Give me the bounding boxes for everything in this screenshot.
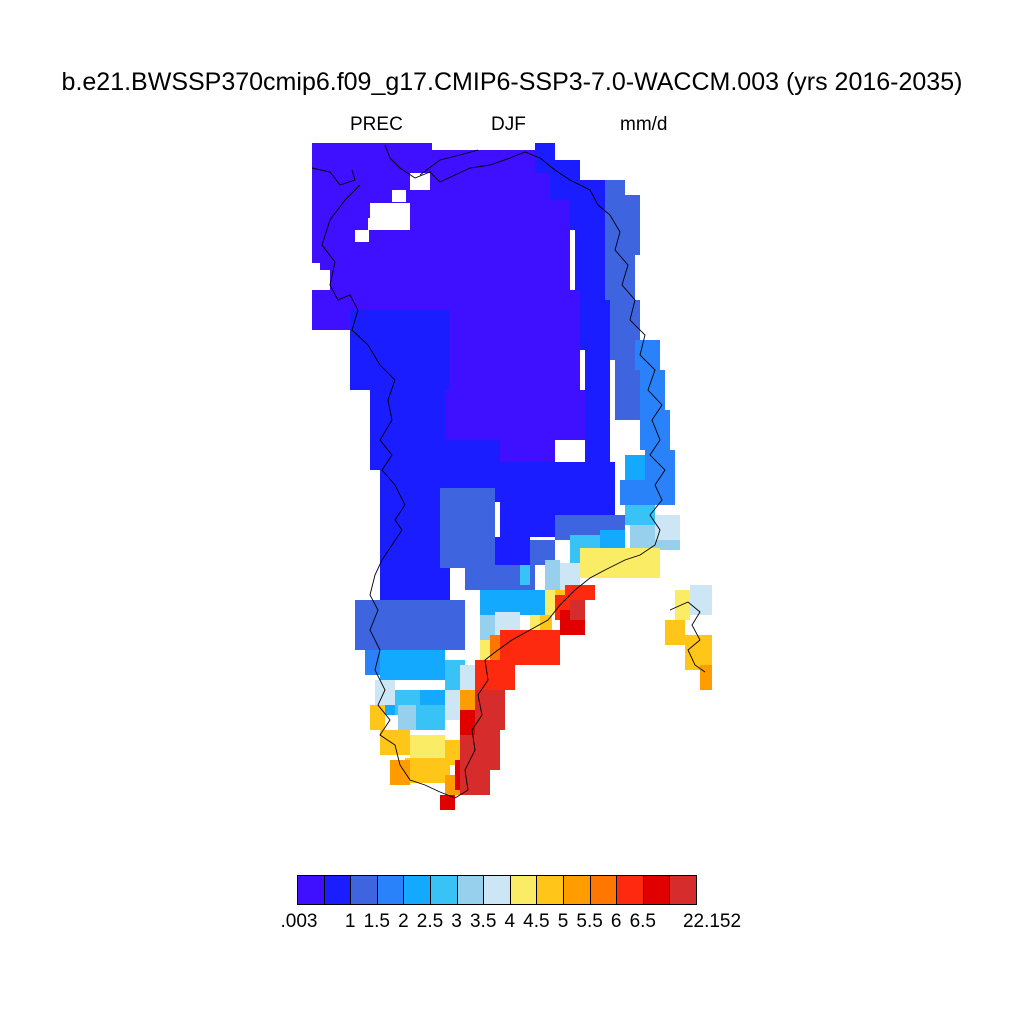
- map-cell: [405, 650, 445, 680]
- map-cell: [500, 440, 555, 462]
- units-label: mm/d: [620, 114, 668, 135]
- map-cell: [495, 462, 615, 502]
- colorbar-box: [323, 875, 352, 905]
- map-cell: [355, 600, 465, 650]
- colorbar-box: [297, 875, 325, 905]
- colorbar-box: [562, 875, 591, 905]
- map-cell: [312, 143, 432, 173]
- map-cell: [690, 585, 712, 615]
- map-cell: [440, 488, 495, 568]
- colorbar-box: [483, 875, 511, 905]
- colorbar-box: [669, 875, 697, 905]
- map-cell: [605, 240, 635, 300]
- colorbar-tick-label: 3.5: [469, 911, 497, 932]
- map-cell: [475, 660, 515, 690]
- colorbar-tick-label: 22.152: [682, 911, 742, 932]
- map-cell: [410, 735, 445, 760]
- colorbar-box: [589, 875, 618, 905]
- map-cell: [350, 310, 450, 390]
- variable-label: PREC: [350, 114, 403, 135]
- map-cell: [655, 515, 680, 540]
- map-cell: [635, 340, 660, 370]
- map-cell: [620, 480, 675, 505]
- colorbar-box: [376, 875, 405, 905]
- map-cell: [545, 560, 560, 590]
- map-cell: [405, 758, 450, 783]
- colorbar-tick-label: 3: [451, 911, 462, 932]
- colorbar-box: [616, 875, 644, 905]
- map-cell: [390, 760, 410, 785]
- map-cell: [545, 590, 555, 615]
- map-cell: [380, 470, 450, 600]
- map-cell: [375, 680, 395, 705]
- map-cell: [675, 590, 690, 620]
- map-cell: [575, 230, 605, 290]
- map-cell: [440, 795, 455, 810]
- map-gap: [380, 205, 394, 217]
- map-cell: [570, 600, 585, 620]
- map-cell: [445, 390, 585, 440]
- map-cells: [312, 143, 712, 810]
- colorbar-box: [642, 875, 671, 905]
- map-cell: [605, 180, 625, 240]
- map-cell: [585, 350, 610, 410]
- map-cell: [380, 650, 405, 680]
- map-cell: [410, 190, 570, 230]
- map-cell: [625, 455, 645, 480]
- map-cell: [515, 590, 545, 615]
- colorbar-tick-label: 4.5: [523, 911, 550, 932]
- map-cell: [370, 390, 445, 470]
- colorbar: [297, 875, 697, 905]
- colorbar-tick-label: 5.5: [576, 911, 603, 932]
- colorbar-box: [403, 875, 431, 905]
- map-cell: [495, 690, 505, 730]
- map-cell: [625, 505, 655, 525]
- colorbar-tick-label: 4: [504, 911, 516, 932]
- colorbar-tick-label: .003: [280, 911, 318, 932]
- colorbar-box: [350, 875, 378, 905]
- map-cell: [565, 585, 595, 600]
- map-cell: [665, 620, 685, 645]
- colorbar-tick-label: 5: [557, 911, 569, 932]
- map-cell: [398, 705, 416, 730]
- map-cell: [445, 740, 460, 765]
- coastline: [311, 144, 706, 799]
- map-cell: [495, 537, 530, 567]
- map-cell: [500, 630, 560, 665]
- colorbar-tick-label: 2.5: [416, 911, 444, 932]
- map-cell: [330, 230, 570, 290]
- map-gap: [392, 190, 406, 202]
- colorbar-box: [456, 875, 485, 905]
- map-cell: [380, 730, 410, 755]
- map-cell: [460, 735, 490, 795]
- colorbar-tick-label: 2: [398, 911, 409, 932]
- map-cell: [480, 590, 515, 615]
- map-cell: [570, 180, 610, 230]
- colorbar-tick-label: 6.5: [629, 911, 657, 932]
- season-label: DJF: [491, 114, 526, 135]
- map-cell: [430, 150, 490, 190]
- map-gap: [355, 230, 369, 242]
- map-cell: [700, 665, 712, 690]
- map-cell: [640, 410, 670, 450]
- colorbar-tick-label: 1: [344, 911, 356, 932]
- colorbar-tick-label: 6: [610, 911, 622, 932]
- map-cell: [520, 565, 530, 585]
- colorbar-box: [509, 875, 538, 905]
- map-cell: [445, 440, 500, 490]
- colorbar-box: [429, 875, 458, 905]
- map-cell: [460, 665, 475, 695]
- map-cell: [370, 705, 385, 730]
- colorbar-tick-label: 1.5: [363, 911, 391, 932]
- colorbar-box: [536, 875, 564, 905]
- plot-title: b.e21.BWSSP370cmip6.f09_g17.CMIP6-SSP3-7…: [61, 68, 963, 96]
- map-cell: [445, 690, 460, 720]
- map-gap: [368, 218, 382, 230]
